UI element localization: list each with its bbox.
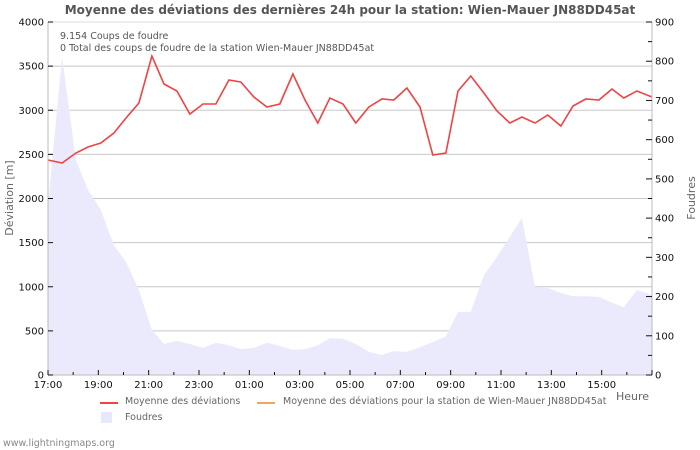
info-station-total: 0 Total des coups de foudre de la statio… bbox=[60, 43, 375, 54]
footer-credit: www.lightningmaps.org bbox=[3, 438, 115, 449]
right-axis-ticks: 0 100 200 300 400 500 600 700 800 900 bbox=[646, 18, 674, 382]
svg-text:1000: 1000 bbox=[19, 282, 44, 293]
svg-text:3000: 3000 bbox=[19, 106, 44, 117]
legend-label-deviation: Moyenne des déviations bbox=[125, 396, 241, 407]
svg-text:500: 500 bbox=[25, 326, 44, 337]
x-axis-title: Heure bbox=[616, 390, 650, 403]
svg-text:15:00: 15:00 bbox=[587, 380, 616, 391]
svg-text:09:00: 09:00 bbox=[436, 380, 465, 391]
left-axis-title: Déviation [m] bbox=[3, 160, 16, 235]
svg-text:13:00: 13:00 bbox=[537, 380, 566, 391]
svg-text:23:00: 23:00 bbox=[185, 380, 214, 391]
svg-text:11:00: 11:00 bbox=[487, 380, 516, 391]
svg-text:17:00: 17:00 bbox=[34, 380, 63, 391]
x-axis-ticks: 17:00 19:00 21:00 23:00 01:00 03:00 05:00 07:00… bbox=[34, 370, 653, 391]
svg-text:05:00: 05:00 bbox=[336, 380, 365, 391]
legend-swatch-station bbox=[257, 402, 275, 404]
svg-text:4000: 4000 bbox=[19, 18, 44, 29]
legend-swatch-deviation bbox=[100, 402, 118, 404]
svg-text:700: 700 bbox=[655, 96, 674, 107]
svg-text:800: 800 bbox=[655, 57, 674, 68]
svg-text:200: 200 bbox=[655, 292, 674, 303]
foudres-area bbox=[48, 56, 652, 376]
svg-text:600: 600 bbox=[655, 135, 674, 146]
svg-text:07:00: 07:00 bbox=[386, 380, 415, 391]
legend-swatch-foudres bbox=[101, 412, 112, 423]
legend-label-foudres: Foudres bbox=[125, 412, 163, 423]
chart-title: Moyenne des déviations des dernières 24h… bbox=[64, 3, 636, 17]
grid-lines bbox=[48, 21, 652, 332]
svg-text:0: 0 bbox=[38, 371, 44, 382]
left-axis-ticks: 0 500 1000 1500 2000 2500 3000 3500 4000 bbox=[19, 18, 53, 382]
svg-text:900: 900 bbox=[655, 18, 674, 29]
deviation-line bbox=[47, 53, 653, 164]
svg-text:2000: 2000 bbox=[19, 194, 44, 205]
legend-label-station: Moyenne des déviations pour la station d… bbox=[283, 396, 607, 407]
svg-text:100: 100 bbox=[655, 331, 674, 342]
svg-text:400: 400 bbox=[655, 214, 674, 225]
svg-text:0: 0 bbox=[655, 371, 661, 382]
svg-text:19:00: 19:00 bbox=[84, 380, 113, 391]
svg-text:01:00: 01:00 bbox=[235, 380, 264, 391]
svg-text:21:00: 21:00 bbox=[134, 380, 163, 391]
svg-text:500: 500 bbox=[655, 174, 674, 185]
svg-text:3500: 3500 bbox=[19, 62, 44, 73]
svg-text:1500: 1500 bbox=[19, 238, 44, 249]
svg-text:03:00: 03:00 bbox=[285, 380, 314, 391]
svg-text:2500: 2500 bbox=[19, 150, 44, 161]
right-axis-title: Foudres bbox=[685, 176, 698, 220]
svg-text:300: 300 bbox=[655, 253, 674, 264]
info-strike-count: 9.154 Coups de foudre bbox=[60, 31, 169, 42]
